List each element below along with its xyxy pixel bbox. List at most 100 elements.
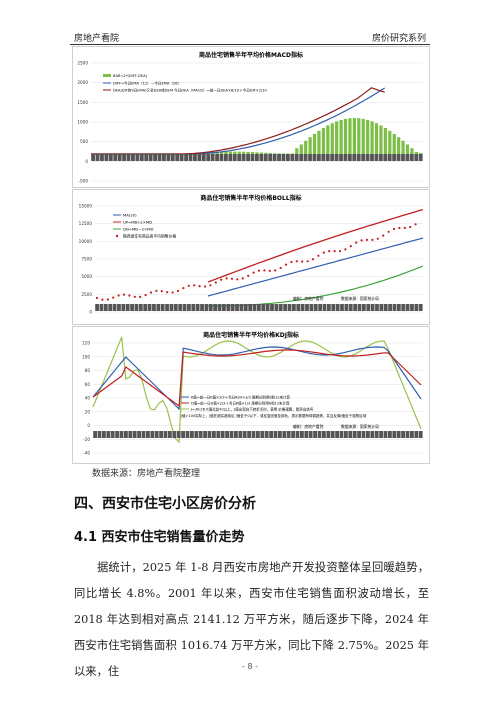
- x-tick-mark: [100, 154, 104, 161]
- x-tick-mark: [339, 431, 344, 438]
- macd-bar: [370, 121, 374, 154]
- boll-price-point: [144, 294, 147, 297]
- macd-y-ticks: 2500 2000 1500 1000 500 0 -500: [77, 61, 88, 184]
- y-tick-label: 500: [80, 139, 88, 144]
- x-tick-mark: [166, 154, 171, 161]
- macd-bar: [405, 144, 410, 154]
- x-tick-mark: [378, 154, 383, 161]
- x-tick-mark: [143, 304, 148, 311]
- legend-dn: DN=MB－2×MD: [123, 227, 153, 232]
- x-tick-mark: [153, 154, 157, 161]
- macd-bar: [219, 151, 224, 154]
- x-tick-mark: [95, 304, 99, 311]
- x-tick-mark: [370, 431, 375, 438]
- boll-price-point: [106, 298, 109, 301]
- macd-bar: [339, 119, 343, 154]
- x-tick-mark: [308, 154, 312, 161]
- x-tick-mark: [152, 304, 156, 311]
- macd-bar: [299, 144, 303, 154]
- x-tick-mark: [195, 304, 200, 311]
- macd-bar: [264, 152, 268, 154]
- x-tick-mark: [220, 431, 225, 438]
- x-tick-mark: [250, 154, 255, 161]
- x-tick-mark: [206, 154, 211, 161]
- kdj-k-line: [92, 346, 422, 411]
- boll-price-point: [230, 277, 234, 280]
- boll-price-point: [187, 284, 190, 287]
- x-tick-mark: [392, 154, 397, 161]
- x-tick-mark: [353, 304, 357, 311]
- boll-price-point: [209, 284, 212, 287]
- boll-price-point: [301, 260, 304, 263]
- x-tick-mark: [287, 304, 292, 311]
- macd-bar: [366, 119, 370, 154]
- x-tick-mark: [104, 154, 109, 161]
- boll-price-point: [149, 291, 153, 294]
- x-tick-mark: [181, 431, 185, 438]
- x-tick-mark: [197, 154, 202, 161]
- boll-price-point: [139, 295, 142, 298]
- boll-price-point: [355, 241, 358, 244]
- boll-price-point: [220, 278, 223, 281]
- x-tick-mark: [215, 154, 219, 161]
- boll-price-point: [382, 234, 385, 237]
- x-tick-mark: [252, 304, 257, 311]
- boll-chart: 商品住宅销售半年平均价格BOLL指标 15000 12500 10000 7500 50…: [72, 189, 430, 325]
- boll-price-point: [128, 294, 131, 297]
- x-tick-mark: [309, 304, 314, 311]
- x-tick-mark: [203, 431, 207, 438]
- x-tick-mark: [343, 154, 348, 161]
- boll-price-point: [171, 291, 174, 294]
- y-tick-label: 2000: [77, 80, 88, 85]
- legend-j: J=3K-2D K值位处40以上，J值出现向下转折点时，表明 价格调整，是卖出信…: [190, 407, 314, 412]
- x-tick-mark: [270, 304, 274, 311]
- x-tick-mark: [91, 154, 96, 161]
- x-tick-mark: [144, 154, 149, 161]
- x-tick-mark: [239, 304, 244, 311]
- x-tick-mark: [201, 154, 206, 161]
- macd-bar: [308, 137, 312, 154]
- boll-price-point: [333, 250, 336, 253]
- x-tick-mark: [113, 154, 118, 161]
- x-tick-mark: [138, 304, 143, 311]
- x-tick-mark: [234, 431, 238, 438]
- boll-price-point: [203, 285, 207, 288]
- x-tick-mark: [339, 154, 343, 161]
- x-tick-mark: [173, 304, 178, 311]
- macd-bars: [184, 118, 423, 154]
- x-tick-mark: [108, 304, 113, 311]
- y-tick-label: 1000: [77, 120, 88, 125]
- boll-price-point: [284, 263, 288, 266]
- x-tick-mark: [228, 154, 233, 161]
- x-tick-mark: [295, 431, 300, 438]
- x-tick-mark: [210, 154, 215, 161]
- kdj-legend: K值=前一日K值×2/3＋当日RSV×1/3 周期分别用6和12来计算 D值=前…: [180, 395, 367, 419]
- x-tick-mark: [330, 154, 335, 161]
- x-tick-mark: [170, 154, 175, 161]
- kdj-note-author: 编制：房地产看院: [293, 424, 324, 429]
- boll-price-point: [268, 269, 271, 272]
- x-tick-mark: [235, 304, 239, 311]
- macd-bar: [317, 130, 321, 154]
- x-tick-mark: [401, 304, 406, 311]
- x-tick-mark: [300, 431, 304, 438]
- x-tick-mark: [260, 431, 265, 438]
- boll-price-point: [295, 260, 298, 263]
- x-tick-mark: [296, 304, 301, 311]
- boll-price-point: [241, 277, 244, 280]
- legend-price-swatch: [115, 234, 119, 238]
- x-tick-mark: [283, 304, 288, 311]
- macd-bar: [224, 151, 228, 154]
- x-tick-mark: [308, 431, 313, 438]
- x-tick-mark: [414, 304, 419, 311]
- x-tick-mark: [331, 304, 336, 311]
- x-tick-mark: [200, 304, 204, 311]
- y-tick-label: 1500: [77, 100, 88, 105]
- boll-price-point: [182, 287, 185, 290]
- x-tick-mark: [182, 304, 187, 311]
- macd-bar: [361, 118, 365, 154]
- x-tick-mark: [348, 304, 353, 311]
- x-tick-mark: [208, 304, 213, 311]
- x-tick-mark: [277, 154, 281, 161]
- x-tick-mark: [361, 304, 366, 311]
